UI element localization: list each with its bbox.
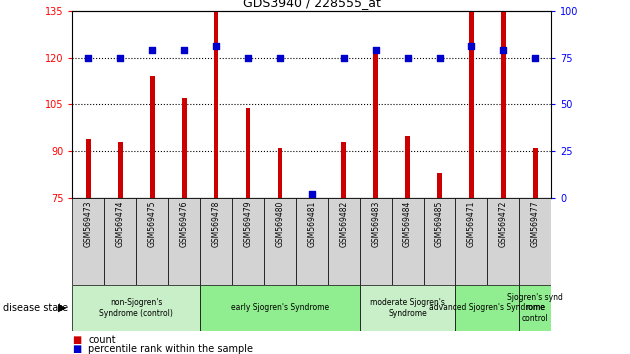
Text: GSM569473: GSM569473 bbox=[84, 201, 93, 247]
Text: GSM569480: GSM569480 bbox=[275, 201, 284, 247]
FancyBboxPatch shape bbox=[455, 198, 488, 285]
Text: GSM569481: GSM569481 bbox=[307, 201, 316, 247]
Point bbox=[307, 192, 317, 197]
Text: GSM569483: GSM569483 bbox=[371, 201, 380, 247]
Point bbox=[403, 55, 413, 60]
Text: GSM569475: GSM569475 bbox=[148, 201, 157, 247]
FancyBboxPatch shape bbox=[423, 198, 455, 285]
Bar bbox=[469, 11, 474, 198]
FancyBboxPatch shape bbox=[200, 285, 360, 331]
FancyBboxPatch shape bbox=[392, 198, 423, 285]
Text: GSM569477: GSM569477 bbox=[531, 201, 540, 247]
Text: GSM569476: GSM569476 bbox=[180, 201, 188, 247]
Text: GSM569485: GSM569485 bbox=[435, 201, 444, 247]
FancyBboxPatch shape bbox=[360, 285, 455, 331]
Point bbox=[115, 55, 125, 60]
FancyBboxPatch shape bbox=[455, 285, 519, 331]
FancyBboxPatch shape bbox=[105, 198, 136, 285]
FancyBboxPatch shape bbox=[168, 198, 200, 285]
Text: GSM569478: GSM569478 bbox=[212, 201, 220, 247]
Text: GSM569471: GSM569471 bbox=[467, 201, 476, 247]
Text: advanced Sjogren's Syndrome: advanced Sjogren's Syndrome bbox=[430, 303, 546, 313]
Text: disease state: disease state bbox=[3, 303, 68, 313]
Point bbox=[275, 55, 285, 60]
Bar bbox=[214, 11, 219, 198]
Point bbox=[339, 55, 349, 60]
Bar bbox=[309, 195, 314, 198]
FancyBboxPatch shape bbox=[72, 285, 200, 331]
Point bbox=[435, 55, 445, 60]
Text: percentile rank within the sample: percentile rank within the sample bbox=[88, 344, 253, 354]
Text: GSM569484: GSM569484 bbox=[403, 201, 412, 247]
Bar bbox=[341, 142, 346, 198]
FancyBboxPatch shape bbox=[328, 198, 360, 285]
Bar bbox=[86, 139, 91, 198]
FancyBboxPatch shape bbox=[488, 198, 519, 285]
Point bbox=[530, 55, 541, 60]
Title: GDS3940 / 228555_at: GDS3940 / 228555_at bbox=[243, 0, 381, 10]
FancyBboxPatch shape bbox=[72, 198, 105, 285]
FancyBboxPatch shape bbox=[264, 198, 296, 285]
Bar bbox=[182, 98, 186, 198]
Bar bbox=[118, 142, 123, 198]
Bar bbox=[533, 148, 537, 198]
Point bbox=[243, 55, 253, 60]
Bar bbox=[150, 76, 154, 198]
Bar bbox=[501, 11, 506, 198]
Point bbox=[83, 55, 93, 60]
Bar bbox=[405, 136, 410, 198]
FancyBboxPatch shape bbox=[519, 198, 551, 285]
FancyBboxPatch shape bbox=[360, 198, 392, 285]
Text: early Sjogren's Syndrome: early Sjogren's Syndrome bbox=[231, 303, 329, 313]
Text: count: count bbox=[88, 335, 116, 345]
Text: ■: ■ bbox=[72, 344, 82, 354]
FancyBboxPatch shape bbox=[200, 198, 232, 285]
Text: GSM569472: GSM569472 bbox=[499, 201, 508, 247]
Bar bbox=[374, 51, 378, 198]
Text: moderate Sjogren's
Syndrome: moderate Sjogren's Syndrome bbox=[370, 298, 445, 318]
Point bbox=[179, 47, 189, 53]
FancyBboxPatch shape bbox=[232, 198, 264, 285]
Point bbox=[466, 44, 476, 49]
Point bbox=[370, 47, 381, 53]
FancyBboxPatch shape bbox=[136, 198, 168, 285]
Text: Sjogren's synd
rome
control: Sjogren's synd rome control bbox=[507, 293, 563, 323]
Point bbox=[211, 44, 221, 49]
Bar bbox=[278, 148, 282, 198]
FancyBboxPatch shape bbox=[296, 198, 328, 285]
Bar bbox=[246, 108, 250, 198]
Text: GSM569479: GSM569479 bbox=[244, 201, 253, 247]
Text: ▶: ▶ bbox=[57, 303, 66, 313]
Text: non-Sjogren's
Syndrome (control): non-Sjogren's Syndrome (control) bbox=[100, 298, 173, 318]
Point bbox=[498, 47, 508, 53]
Point bbox=[147, 47, 158, 53]
Text: GSM569474: GSM569474 bbox=[116, 201, 125, 247]
Text: GSM569482: GSM569482 bbox=[340, 201, 348, 247]
Bar bbox=[437, 173, 442, 198]
Text: ■: ■ bbox=[72, 335, 82, 345]
FancyBboxPatch shape bbox=[519, 285, 551, 331]
